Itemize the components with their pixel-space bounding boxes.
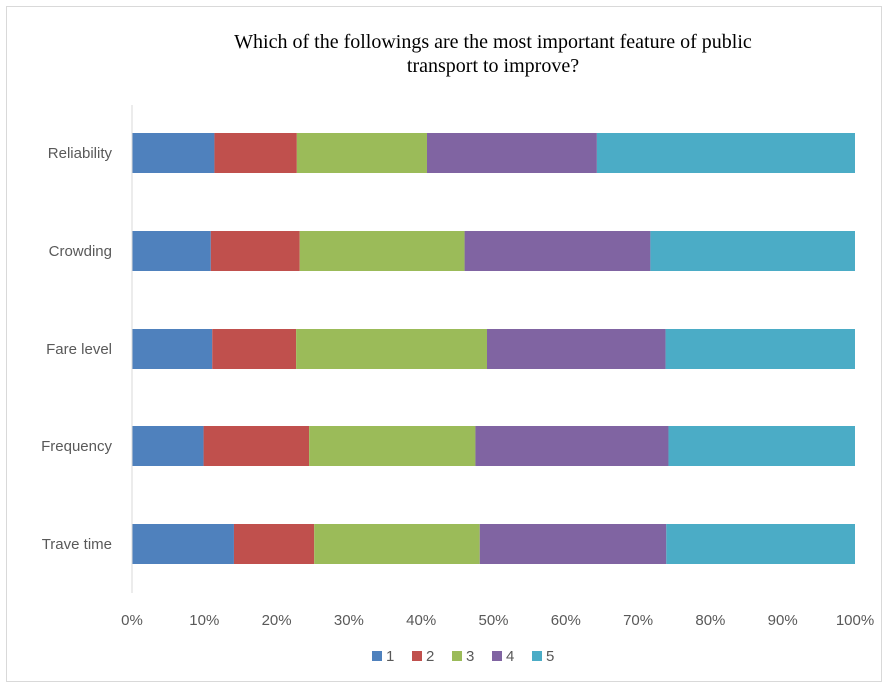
- bar-fare-level-series-5: [665, 329, 855, 369]
- bar-crowding-series-2: [210, 231, 300, 271]
- legend-label: 1: [386, 648, 394, 665]
- category-label: Frequency: [41, 438, 112, 455]
- legend-label: 5: [546, 648, 554, 665]
- bar-frequency-series-1: [132, 426, 204, 466]
- category-label: Trave time: [42, 536, 112, 553]
- bar-reliability-series-1: [132, 133, 215, 173]
- bar-trave-time-series-4: [479, 524, 667, 564]
- bar-crowding-series-5: [650, 231, 855, 271]
- legend-swatch: [452, 651, 462, 661]
- bar-trave-time-series-3: [314, 524, 480, 564]
- bar-crowding-series-3: [299, 231, 465, 271]
- bar-fare-level-series-3: [296, 329, 487, 369]
- x-tick-label: 70%: [623, 612, 653, 629]
- bar-crowding-series-4: [464, 231, 651, 271]
- bar-trave-time-series-2: [233, 524, 315, 564]
- bar-reliability-series-4: [426, 133, 597, 173]
- category-labels: Reliability Crowding Fare level Frequency Tr…: [41, 145, 112, 553]
- legend-label: 2: [426, 648, 434, 665]
- legend-swatch: [492, 651, 502, 661]
- category-label: Reliability: [48, 145, 113, 162]
- x-tick-label: 40%: [406, 612, 436, 629]
- legend-label: 4: [506, 648, 514, 665]
- bar-fare-level-series-4: [486, 329, 666, 369]
- bar-frequency-series-4: [475, 426, 669, 466]
- legend: 1 2 3 4 5: [372, 648, 554, 665]
- bar-frequency-series-5: [668, 426, 855, 466]
- x-tick-label: 100%: [836, 612, 874, 629]
- category-label: Crowding: [49, 243, 112, 260]
- legend-swatch: [372, 651, 382, 661]
- x-tick-label: 30%: [334, 612, 364, 629]
- chart-title: Which of the followings are the most imp…: [234, 31, 752, 77]
- x-tick-label: 0%: [121, 612, 143, 629]
- bar-fare-level-series-1: [132, 329, 213, 369]
- x-tick-label: 10%: [189, 612, 219, 629]
- bar-reliability-series-3: [296, 133, 427, 173]
- bar-fare-level-series-2: [212, 329, 297, 369]
- x-tick-label: 50%: [478, 612, 508, 629]
- legend-swatch: [412, 651, 422, 661]
- legend-swatch: [532, 651, 542, 661]
- bar-trave-time-series-1: [132, 524, 234, 564]
- category-label: Fare level: [46, 341, 112, 358]
- bar-frequency-series-3: [309, 426, 476, 466]
- legend-label: 3: [466, 648, 474, 665]
- x-tick-labels: 0% 10% 20% 30% 40% 50% 60% 70% 80% 90% 100%: [121, 612, 874, 629]
- x-tick-label: 60%: [551, 612, 581, 629]
- bar-frequency-series-2: [203, 426, 310, 466]
- bar-reliability-series-5: [596, 133, 855, 173]
- x-tick-label: 90%: [768, 612, 798, 629]
- x-tick-label: 20%: [262, 612, 292, 629]
- bar-crowding-series-1: [132, 231, 211, 271]
- bar-trave-time-series-5: [666, 524, 855, 564]
- x-tick-label: 80%: [695, 612, 725, 629]
- bars-layer: [132, 133, 855, 564]
- bar-reliability-series-2: [214, 133, 297, 173]
